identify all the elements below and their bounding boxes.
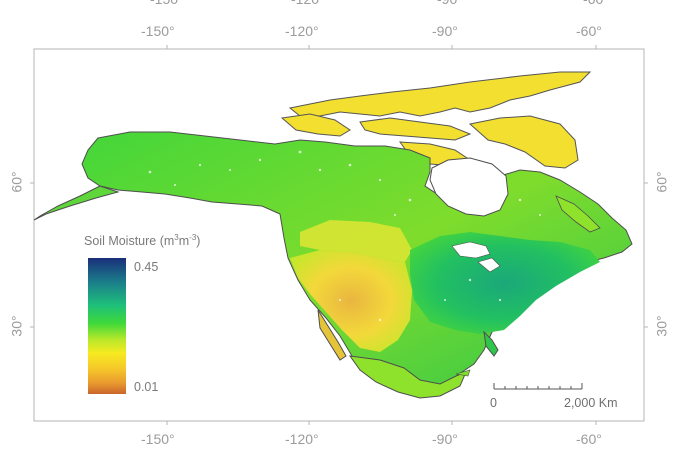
map-frame: [33, 48, 645, 422]
left-lat-label-30: 30°: [8, 315, 25, 337]
left-lat-label-60: 60°: [8, 171, 25, 193]
legend-title-sup1: 3: [174, 233, 179, 242]
mainland: [33, 131, 633, 399]
top-partial-label-90: -90: [437, 0, 457, 7]
top-partial-label-120: -120: [291, 0, 319, 7]
top-lon-label-60: -60°: [576, 23, 602, 39]
bottom-lon-label-120: -120°: [285, 431, 319, 447]
right-lat-label-60: 60°: [653, 171, 670, 193]
legend-title-main: Soil Moisture (m: [84, 234, 175, 249]
scale-start-label: 0: [490, 396, 497, 410]
legend-title-mid: m: [178, 234, 190, 249]
scale-end-value: 2,000: [564, 396, 596, 410]
legend-title: Soil Moisture (m3m-3): [84, 233, 200, 248]
legend-colorbar: [88, 258, 126, 394]
top-lon-label-90: -90°: [432, 23, 458, 39]
right-lat-label-30: 30°: [653, 315, 670, 337]
legend-title-sup2: -3: [189, 233, 197, 242]
legend-max-value: 0.45: [134, 260, 159, 274]
bottom-lon-label-90: -90°: [432, 431, 458, 447]
top-ticks: [166, 45, 597, 49]
top-lon-label-120: -120°: [285, 23, 319, 39]
scale-end-label: 2,000 Km: [564, 396, 618, 410]
bottom-ticks: [166, 421, 597, 425]
legend-title-end: ): [196, 234, 201, 249]
bottom-lon-label-150: -150°: [141, 431, 175, 447]
legend-min-value: 0.01: [134, 380, 159, 394]
top-partial-label-60: -60: [583, 0, 603, 7]
side-ticks: [30, 182, 648, 328]
bottom-lon-label-60: -60°: [576, 431, 602, 447]
top-lon-label-150: -150°: [141, 23, 175, 39]
scale-bar: [493, 383, 583, 390]
scale-unit: Km: [598, 396, 618, 410]
top-partial-label-150: -150: [150, 0, 178, 7]
